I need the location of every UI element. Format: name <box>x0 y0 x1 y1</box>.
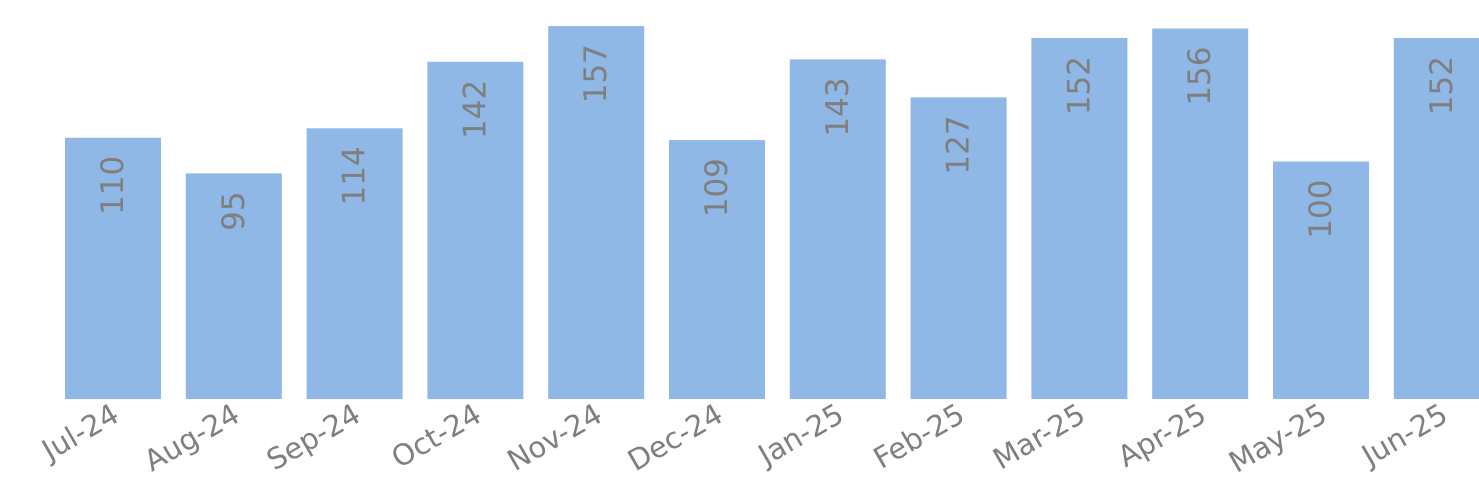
x-tick-label: Jul-24 <box>34 397 124 469</box>
bar <box>1393 38 1479 399</box>
bar <box>548 26 645 399</box>
bar <box>185 173 282 399</box>
bar-value-label: 143 <box>820 77 856 136</box>
bar <box>1031 38 1128 399</box>
bar <box>1273 161 1369 399</box>
x-tick-label: Jan-25 <box>751 397 849 473</box>
value-labels-layer: 110 95 114 142 157 109 143 127 152 156 100 152 <box>95 44 1460 239</box>
bar-value-label: 127 <box>941 115 977 174</box>
x-tick-label: Apr-25 <box>1112 397 1212 474</box>
x-tick-label: Mar-25 <box>987 397 1091 477</box>
x-tick-label: Feb-25 <box>868 397 970 476</box>
bar <box>306 128 403 400</box>
bar-value-label: 110 <box>95 156 131 215</box>
x-tick-label: Nov-24 <box>501 397 607 478</box>
x-axis-tick-labels: Jul-24 Aug-24 Sep-24 Oct-24 Nov-24 Dec-24 Jan-… <box>34 397 1453 480</box>
x-tick-label: Jun-25 <box>1354 397 1453 474</box>
bar-value-label: 142 <box>457 80 493 139</box>
x-tick-label: Aug-24 <box>138 397 245 478</box>
bar <box>65 137 161 400</box>
bar-value-label: 109 <box>699 158 735 217</box>
bar <box>427 61 524 400</box>
bar-value-label: 156 <box>1182 47 1218 106</box>
x-tick-label: May-25 <box>1223 397 1333 480</box>
bar-value-label: 114 <box>337 146 373 205</box>
x-tick-label: Sep-24 <box>261 397 366 477</box>
bar-value-label: 100 <box>1303 180 1339 239</box>
bars-layer <box>65 26 1479 400</box>
bar-value-label: 152 <box>1424 56 1460 115</box>
bar <box>669 140 765 399</box>
bar-value-label: 152 <box>1061 56 1097 115</box>
x-tick-label: Dec-24 <box>622 397 729 478</box>
bar <box>789 59 886 400</box>
bar-value-label: 95 <box>216 191 252 230</box>
bar <box>910 97 1007 400</box>
x-tick-label: Oct-24 <box>385 397 486 475</box>
bar-value-label: 157 <box>578 44 614 103</box>
bar <box>1152 28 1249 399</box>
